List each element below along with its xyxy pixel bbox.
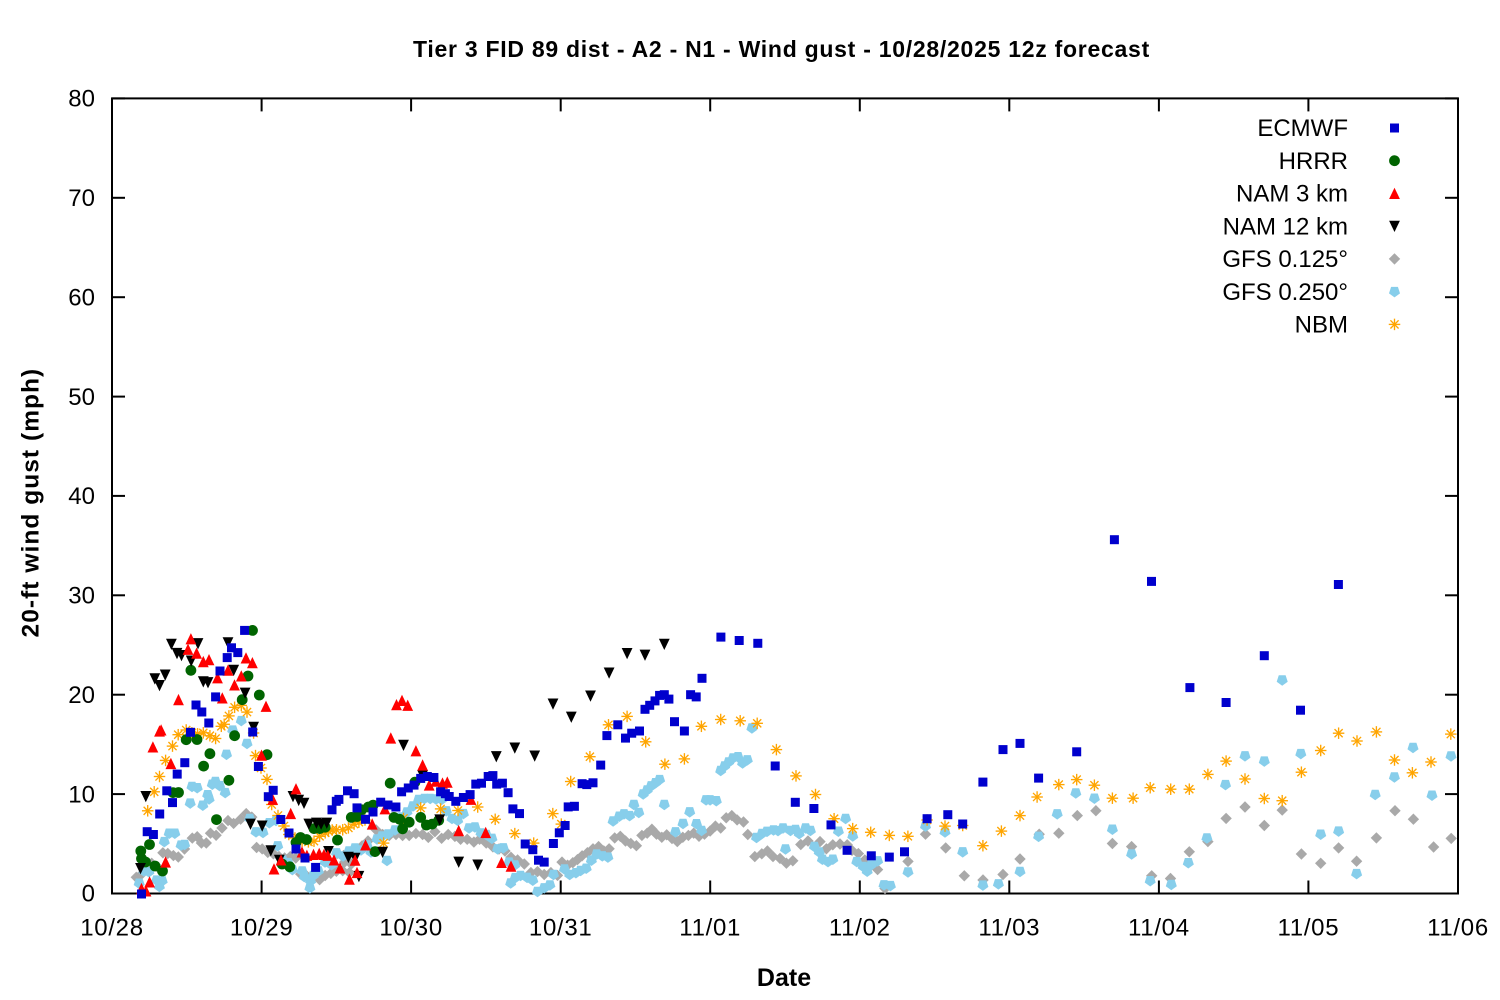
svg-text:10/30: 10/30 [379, 915, 443, 942]
svg-text:10/28: 10/28 [80, 915, 144, 942]
svg-text:11/02: 11/02 [829, 915, 891, 942]
svg-text:50: 50 [68, 384, 95, 411]
svg-text:11/06: 11/06 [1427, 915, 1489, 942]
svg-text:20-ft wind gust (mph): 20-ft wind gust (mph) [18, 368, 45, 638]
svg-text:Date: Date [757, 964, 811, 992]
svg-text:11/04: 11/04 [1128, 915, 1190, 942]
svg-text:11/03: 11/03 [978, 915, 1040, 942]
svg-text:11/05: 11/05 [1278, 915, 1340, 942]
svg-text:20: 20 [68, 682, 95, 709]
svg-text:Tier 3 FID 89 dist - A2 - N1 -: Tier 3 FID 89 dist - A2 - N1 - Wind gust… [413, 36, 1150, 62]
svg-text:NBM: NBM [1295, 312, 1348, 339]
svg-text:30: 30 [68, 583, 95, 610]
svg-text:70: 70 [68, 185, 95, 212]
svg-text:0: 0 [82, 881, 95, 908]
svg-text:11/01: 11/01 [679, 915, 741, 942]
svg-text:NAM 3 km: NAM 3 km [1236, 181, 1348, 208]
svg-text:ECMWF: ECMWF [1257, 115, 1348, 142]
svg-text:NAM 12 km: NAM 12 km [1223, 213, 1348, 240]
svg-text:10/29: 10/29 [230, 915, 294, 942]
svg-text:80: 80 [68, 86, 95, 113]
svg-text:GFS 0.125°: GFS 0.125° [1222, 246, 1348, 273]
svg-text:GFS 0.250°: GFS 0.250° [1222, 279, 1348, 306]
svg-text:10/31: 10/31 [529, 915, 593, 942]
svg-text:60: 60 [68, 284, 95, 311]
svg-text:10: 10 [68, 781, 95, 808]
svg-text:40: 40 [68, 483, 95, 510]
svg-text:HRRR: HRRR [1279, 148, 1348, 175]
